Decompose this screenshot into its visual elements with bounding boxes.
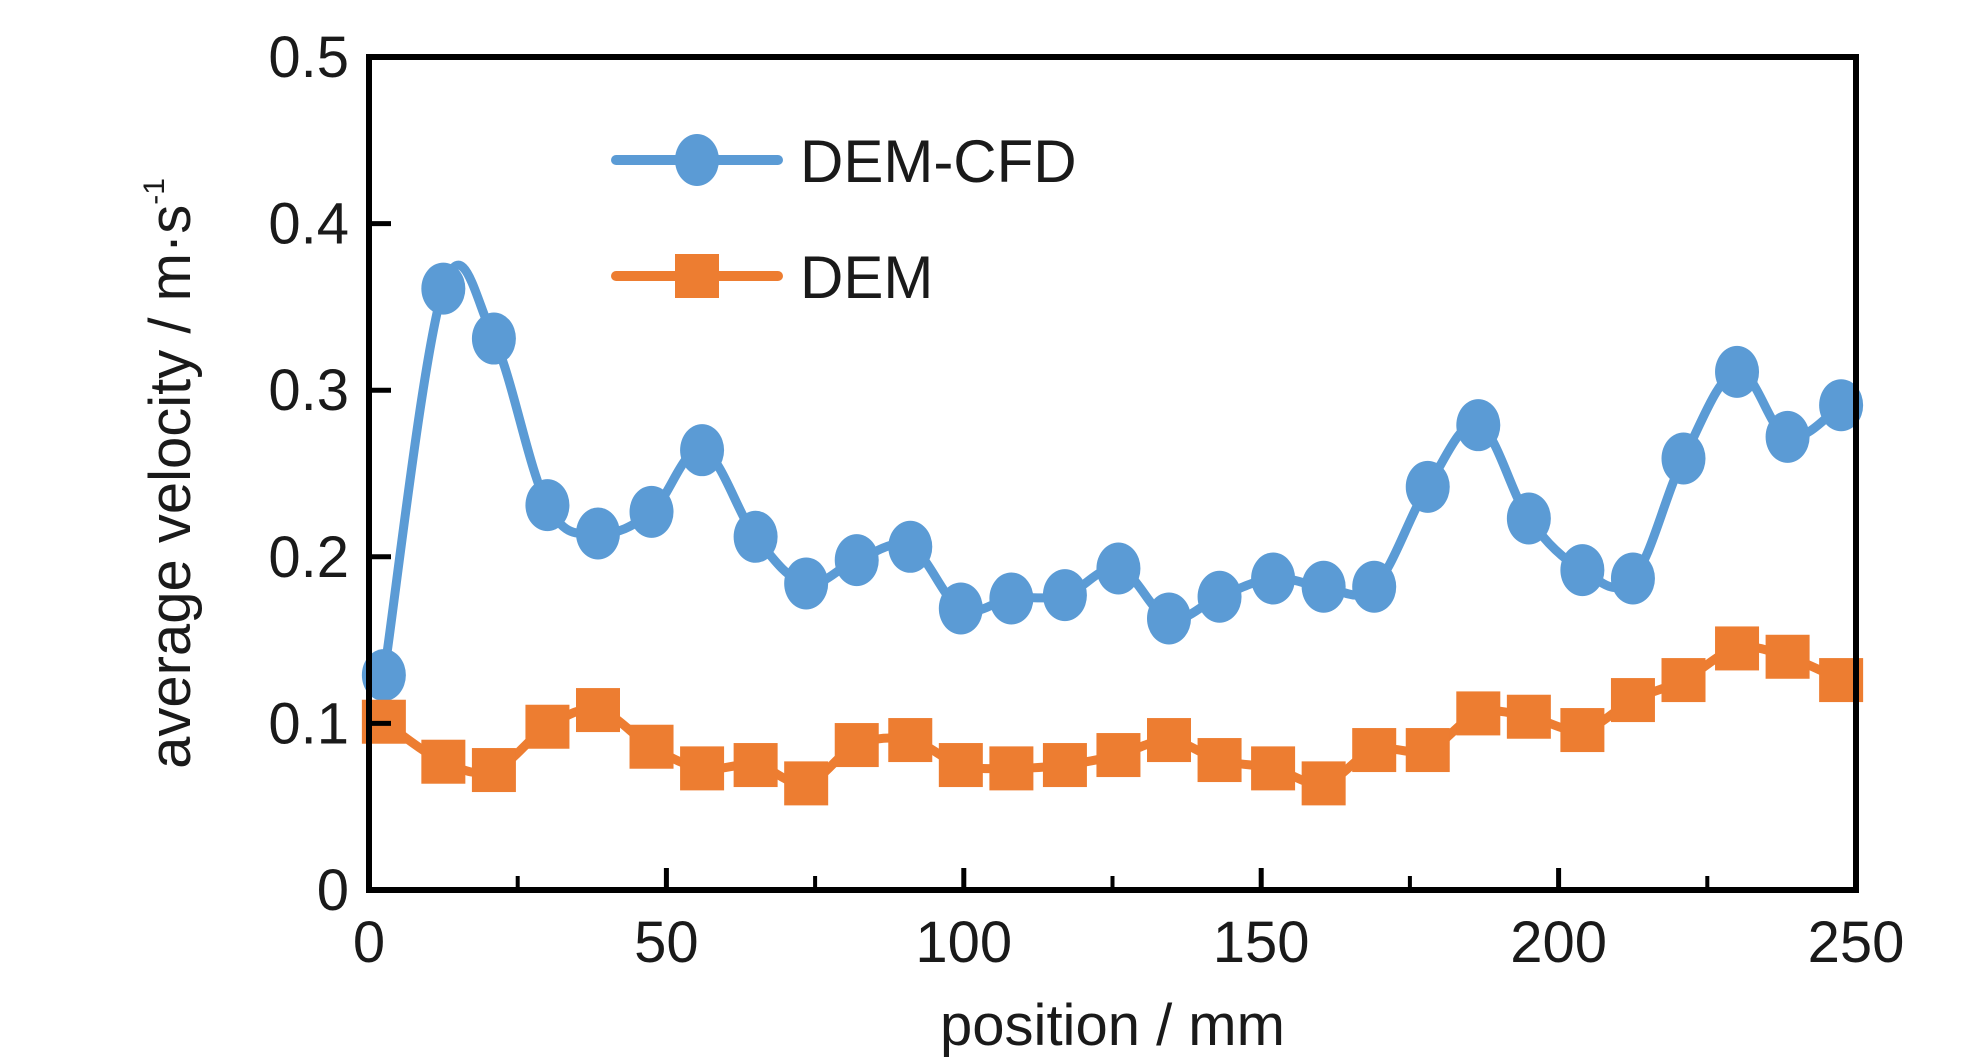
series-line-dem-cfd [379, 260, 1846, 680]
data-point-dem [1506, 694, 1551, 739]
y-tick-label: 0.1 [268, 691, 349, 756]
data-point-dem-cfd [1456, 399, 1501, 452]
data-point-dem-cfd [888, 520, 933, 573]
series-dem [361, 626, 1864, 806]
data-point-dem-cfd [1096, 542, 1141, 595]
series-layer [361, 260, 1864, 806]
data-point-dem-cfd [421, 262, 466, 315]
y-tick-label: 0 [317, 858, 349, 923]
data-point-dem [989, 746, 1034, 791]
data-point-dem-cfd [733, 510, 778, 563]
data-point-dem [1610, 678, 1655, 723]
data-point-dem [1042, 743, 1087, 788]
data-point-dem-cfd [938, 582, 983, 635]
data-point-dem-cfd [1147, 592, 1192, 645]
data-point-dem [1096, 733, 1141, 778]
data-point-dem-cfd [989, 572, 1034, 625]
data-point-dem-cfd [629, 485, 674, 538]
x-tick-label: 50 [634, 910, 699, 975]
legend-marker-dem [675, 254, 719, 298]
data-point-dem-cfd [1197, 570, 1242, 623]
y-tick-label: 0.5 [268, 25, 349, 90]
y-tick-label: 0.4 [268, 192, 349, 257]
data-point-dem [938, 743, 983, 788]
data-point-dem [784, 761, 829, 806]
y-tick-label: 0.2 [268, 525, 349, 590]
data-point-dem [629, 724, 674, 769]
x-tick-label: 0 [353, 910, 385, 975]
x-tick-label: 150 [1213, 910, 1310, 975]
data-point-dem [1147, 718, 1192, 763]
data-point-dem-cfd [784, 557, 829, 610]
y-tick-label: 0.3 [268, 358, 349, 423]
data-point-dem-cfd [575, 507, 620, 560]
data-point-dem [680, 746, 725, 791]
data-point-dem [1405, 728, 1450, 773]
data-point-dem [1456, 691, 1501, 736]
legend: DEM-CFD DEM [611, 128, 1077, 311]
data-point-dem [1251, 746, 1296, 791]
x-axis-label: position / mm [940, 993, 1285, 1058]
legend-item-dem-cfd: DEM-CFD [611, 128, 1077, 195]
data-point-dem-cfd [1042, 569, 1087, 622]
data-point-dem [525, 704, 570, 749]
data-point-dem-cfd [1301, 560, 1346, 613]
data-point-dem [834, 723, 879, 768]
data-point-dem-cfd [471, 312, 516, 365]
data-point-dem [471, 748, 516, 793]
data-point-dem-cfd [834, 534, 879, 587]
data-point-dem [1301, 761, 1346, 806]
x-tick-label: 250 [1808, 910, 1905, 975]
data-point-dem-cfd [361, 649, 406, 702]
data-point-dem [1661, 658, 1706, 703]
data-point-dem-cfd [1661, 432, 1706, 485]
legend-item-dem: DEM [611, 244, 933, 311]
data-point-dem [888, 718, 933, 763]
y-axis-label-text: average velocity / m·s [138, 205, 203, 769]
data-point-dem [733, 743, 778, 788]
data-point-dem-cfd [1560, 544, 1605, 597]
legend-label-dem-cfd: DEM-CFD [800, 128, 1077, 195]
data-point-dem [1560, 708, 1605, 753]
x-tick-label: 100 [915, 910, 1012, 975]
legend-label-dem: DEM [800, 244, 933, 311]
x-tick-label: 200 [1510, 910, 1607, 975]
svg-text:average velocity / m·s-1: average velocity / m·s-1 [138, 178, 203, 769]
data-point-dem [421, 739, 466, 784]
data-point-dem [1352, 728, 1397, 773]
data-point-dem [1197, 738, 1242, 783]
ticks-layer: 0 50 100 150 200 250 0 0.1 0.2 0.3 0.4 0.5 [268, 25, 1904, 975]
data-point-dem-cfd [1251, 552, 1296, 605]
data-point-dem-cfd [1819, 379, 1864, 432]
y-axis-label: average velocity / m·s-1 [138, 178, 203, 769]
y-axis-label-exponent: -1 [138, 178, 171, 205]
data-point-dem [1765, 634, 1810, 679]
legend-marker-dem-cfd [675, 134, 719, 186]
data-point-dem-cfd [1506, 492, 1551, 545]
data-point-dem-cfd [680, 424, 725, 477]
data-point-dem-cfd [525, 479, 570, 532]
data-point-dem-cfd [1765, 410, 1810, 463]
series-dem-cfd [361, 260, 1864, 702]
data-point-dem [575, 688, 620, 733]
data-point-dem-cfd [1352, 560, 1397, 613]
data-point-dem-cfd [1405, 460, 1450, 513]
data-point-dem [1715, 626, 1760, 671]
data-point-dem-cfd [1715, 345, 1760, 398]
data-point-dem-cfd [1610, 552, 1655, 605]
